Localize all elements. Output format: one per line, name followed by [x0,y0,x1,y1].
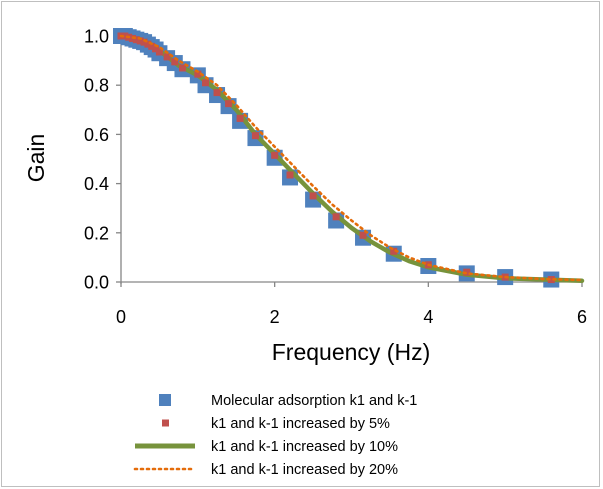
series-line-3 [119,34,584,282]
x-tick-label: 0 [116,307,126,327]
series-1-point [144,40,152,48]
series-1-point [251,132,259,140]
series-1-point [155,48,163,56]
series-1-point [152,45,160,53]
series-1-point [271,151,279,159]
legend-label-1: k1 and k-1 increased by 5% [211,416,390,432]
y-tick-label: 1.0 [84,27,109,47]
y-tick-label: 0.2 [84,223,109,243]
legend: Molecular adsorption k1 and k-1 k1 and k-… [133,393,417,478]
series-layer [113,28,585,288]
legend-label-0: Molecular adsorption k1 and k-1 [211,393,417,409]
x-tick-label: 6 [577,307,587,327]
series-1-point [136,37,144,45]
x-tick-label: 4 [423,307,433,327]
x-tick-label: 2 [270,307,280,327]
x-axis-title: Frequency (Hz) [272,339,430,365]
y-tick-label: 0.4 [84,174,109,194]
series-1-point [202,79,210,87]
series-1-point [171,58,179,66]
series-1-point [547,276,555,284]
series-1-point [163,53,171,61]
series-1-point [148,42,156,50]
legend-swatch-0 [159,394,171,406]
legend-label-2: k1 and k-1 increased by 10% [211,439,398,455]
series-1-point [121,32,129,40]
series-1-point [359,231,367,239]
series-1-point [140,38,148,46]
series-1-point [286,171,294,179]
plot-area: 0.0 0.2 0.4 0.6 0.8 1.0 0 2 4 6 [84,27,587,328]
x-tick-group: 0 2 4 6 [116,282,587,327]
series-1-point [463,268,471,276]
series-1-point [332,213,340,221]
y-axis-title: Gain [23,134,49,183]
series-1-point [178,64,186,72]
y-tick-label: 0.0 [84,273,109,293]
series-1-point [225,100,233,108]
y-tick-group: 0.0 0.2 0.4 0.6 0.8 1.0 [84,27,121,293]
series-line-2 [118,33,585,284]
series-1-point [213,89,221,97]
y-tick-label: 0.6 [84,125,109,145]
legend-label-3: k1 and k-1 increased by 20% [211,462,398,478]
series-1-point [309,192,317,200]
y-tick-label: 0.8 [84,76,109,96]
legend-swatch-1 [162,419,169,427]
series-1-point [132,36,140,44]
series-1-point [390,247,398,255]
series-1-point [194,70,202,78]
series-1-point [236,114,244,122]
